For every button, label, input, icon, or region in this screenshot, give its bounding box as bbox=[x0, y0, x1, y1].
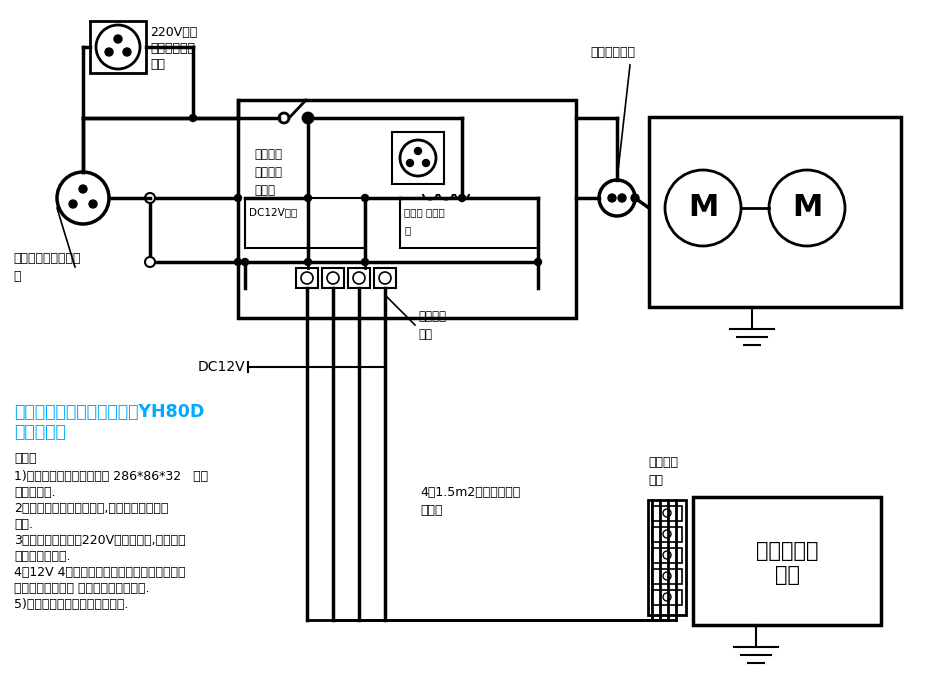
Text: 交流电 电流传: 交流电 电流传 bbox=[404, 207, 445, 217]
Circle shape bbox=[599, 180, 635, 216]
Text: M: M bbox=[688, 193, 718, 223]
Circle shape bbox=[89, 200, 97, 208]
Text: 端子: 端子 bbox=[418, 328, 432, 340]
Text: 4）12V 4芯控制线工地现场提前布线，然后接: 4）12V 4芯控制线工地现场提前布线，然后接 bbox=[14, 566, 185, 578]
Text: 通风器控: 通风器控 bbox=[254, 148, 282, 162]
Bar bbox=[652, 506, 682, 521]
Circle shape bbox=[234, 258, 242, 265]
Circle shape bbox=[79, 185, 87, 193]
Circle shape bbox=[663, 509, 671, 517]
Text: 1)：通风器的控制盒尺寸为 286*86*32   安装: 1)：通风器的控制盒尺寸为 286*86*32 安装 bbox=[14, 470, 208, 482]
Circle shape bbox=[663, 551, 671, 559]
Text: 弱电接线: 弱电接线 bbox=[418, 309, 446, 323]
Circle shape bbox=[145, 193, 155, 203]
Circle shape bbox=[301, 272, 313, 284]
Text: 方式为明装.: 方式为明装. bbox=[14, 486, 56, 498]
Circle shape bbox=[327, 272, 339, 284]
Bar bbox=[648, 500, 686, 615]
Text: 2）控制盒有一个三插头座,油烟机电源线插在: 2）控制盒有一个三插头座,油烟机电源线插在 bbox=[14, 501, 168, 514]
Circle shape bbox=[190, 115, 196, 122]
Circle shape bbox=[769, 170, 845, 246]
Circle shape bbox=[631, 194, 639, 202]
Circle shape bbox=[114, 35, 122, 43]
Circle shape bbox=[362, 195, 368, 202]
Text: 弱电接线: 弱电接线 bbox=[648, 456, 678, 468]
Circle shape bbox=[279, 113, 289, 123]
Circle shape bbox=[618, 194, 626, 202]
Circle shape bbox=[69, 200, 77, 208]
Bar bbox=[245, 198, 365, 248]
Bar bbox=[652, 569, 682, 584]
Circle shape bbox=[663, 593, 671, 601]
Text: M: M bbox=[791, 193, 822, 223]
Text: 通风器控制盒带三插: 通风器控制盒带三插 bbox=[13, 251, 81, 265]
Text: 制盒带三: 制盒带三 bbox=[254, 167, 282, 179]
Circle shape bbox=[303, 113, 313, 123]
Text: 机处: 机处 bbox=[150, 59, 165, 71]
Bar bbox=[348, 268, 370, 288]
Circle shape bbox=[406, 160, 414, 167]
Circle shape bbox=[353, 272, 365, 284]
Circle shape bbox=[234, 195, 242, 202]
Bar bbox=[374, 268, 396, 288]
Circle shape bbox=[415, 148, 421, 155]
Text: 通风器的弱电端子 和控制盒的弱电端子.: 通风器的弱电端子 和控制盒的弱电端子. bbox=[14, 582, 150, 594]
Circle shape bbox=[663, 530, 671, 538]
Text: 220V三插: 220V三插 bbox=[150, 27, 197, 39]
Circle shape bbox=[458, 195, 466, 202]
Text: 3）控制盒预留一根220V带三插头线,插离油烟: 3）控制盒预留一根220V带三插头线,插离油烟 bbox=[14, 533, 186, 547]
Bar bbox=[400, 198, 538, 248]
Bar bbox=[322, 268, 344, 288]
Bar bbox=[693, 497, 881, 625]
Circle shape bbox=[608, 194, 616, 202]
Text: DC12V电源: DC12V电源 bbox=[249, 207, 298, 217]
Bar bbox=[296, 268, 318, 288]
Text: 头座靠近油烟: 头座靠近油烟 bbox=[150, 43, 195, 55]
Text: 感: 感 bbox=[404, 225, 410, 235]
Bar bbox=[238, 100, 576, 318]
Circle shape bbox=[304, 258, 312, 265]
Bar bbox=[392, 132, 444, 184]
Circle shape bbox=[379, 272, 391, 284]
Circle shape bbox=[242, 258, 248, 265]
Text: 机最近的插座处.: 机最近的插座处. bbox=[14, 550, 71, 563]
Circle shape bbox=[304, 115, 312, 122]
Bar bbox=[649, 117, 901, 307]
Text: DC12V: DC12V bbox=[198, 360, 246, 374]
Text: 插头座: 插头座 bbox=[254, 185, 275, 197]
Circle shape bbox=[535, 258, 541, 265]
Circle shape bbox=[422, 160, 430, 167]
Circle shape bbox=[362, 258, 368, 265]
Circle shape bbox=[400, 140, 436, 176]
Circle shape bbox=[304, 195, 312, 202]
Circle shape bbox=[665, 170, 741, 246]
Circle shape bbox=[57, 172, 109, 224]
Text: 头: 头 bbox=[13, 270, 20, 283]
Bar bbox=[652, 527, 682, 542]
Text: 响应式电动启闭窗式通风器YH80D: 响应式电动启闭窗式通风器YH80D bbox=[14, 403, 205, 421]
Circle shape bbox=[123, 48, 131, 56]
Text: 4芯1.5m2信号线工地现: 4芯1.5m2信号线工地现 bbox=[420, 486, 520, 498]
Circle shape bbox=[105, 48, 113, 56]
Text: 电控自然通: 电控自然通 bbox=[756, 541, 818, 561]
Text: 5)控制盒需提前预留出安装位置.: 5)控制盒需提前预留出安装位置. bbox=[14, 598, 128, 610]
Text: 风器: 风器 bbox=[775, 565, 800, 585]
Text: 备注：: 备注： bbox=[14, 452, 36, 465]
Bar bbox=[652, 548, 682, 563]
Text: 油烟机三插头: 油烟机三插头 bbox=[590, 46, 635, 59]
Text: 电路原理图: 电路原理图 bbox=[14, 423, 66, 441]
Text: 端子: 端子 bbox=[648, 473, 663, 486]
Bar bbox=[652, 590, 682, 605]
Text: 场布线: 场布线 bbox=[420, 503, 443, 517]
Circle shape bbox=[145, 257, 155, 267]
Circle shape bbox=[663, 572, 671, 580]
Text: 这里.: 这里. bbox=[14, 517, 33, 531]
Circle shape bbox=[96, 25, 140, 69]
Bar bbox=[90, 21, 146, 73]
